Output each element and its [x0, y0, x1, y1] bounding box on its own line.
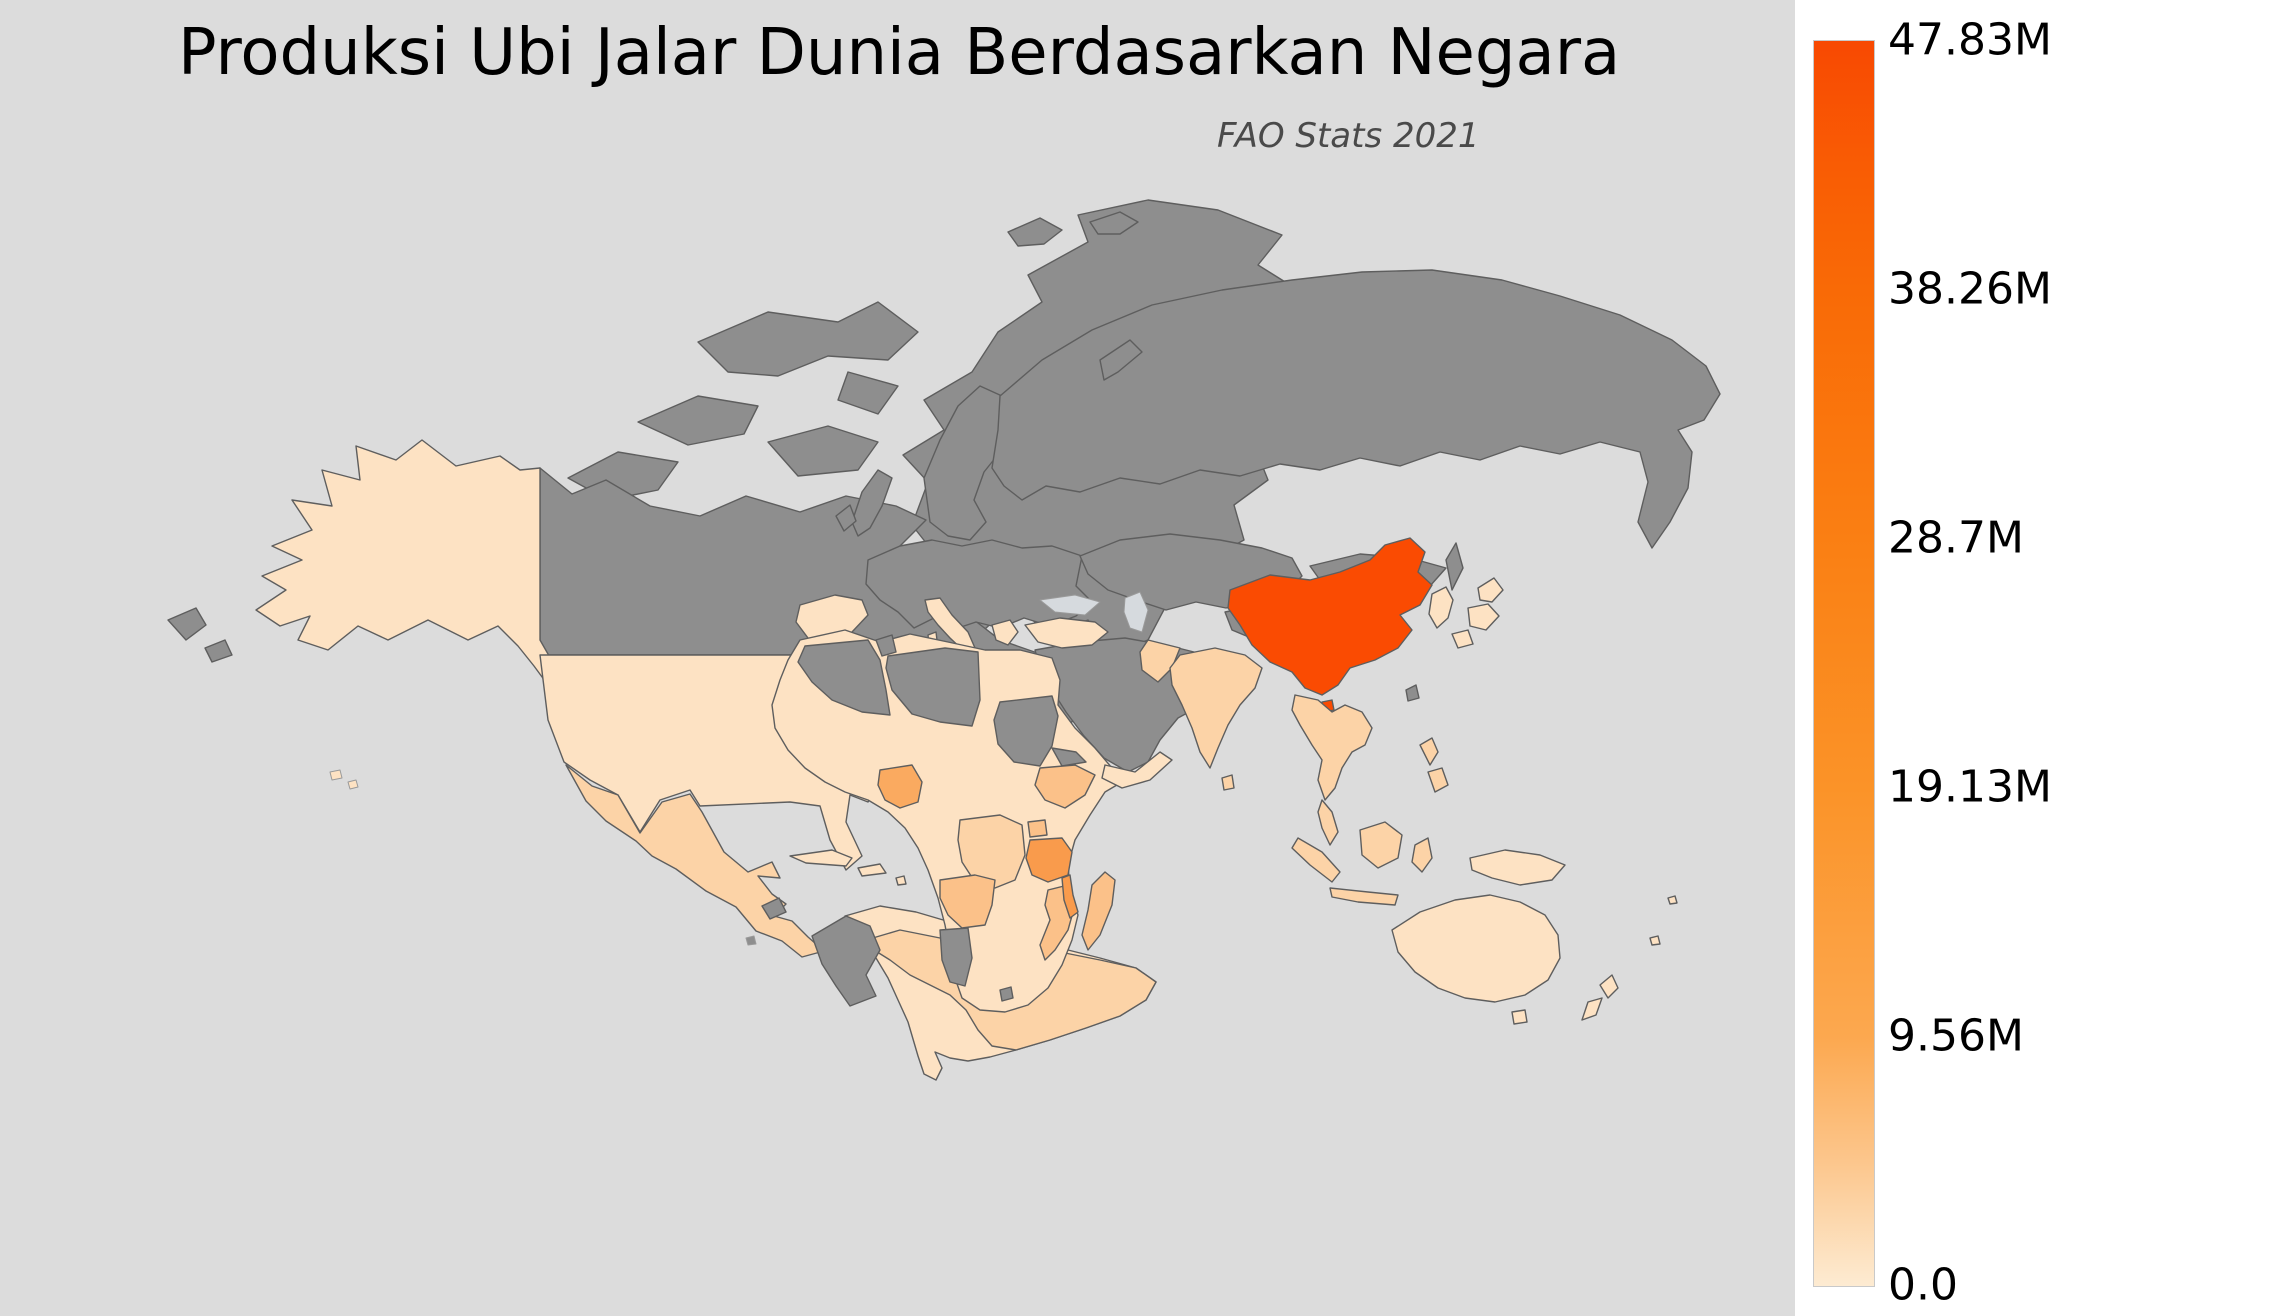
svalbard — [1007, 217, 1063, 247]
country-libya — [885, 647, 981, 727]
new-zealand-south — [1581, 997, 1603, 1021]
colorbar-tick-max: 47.83M — [1888, 14, 2052, 66]
region-indochina — [1291, 694, 1373, 801]
philippines-luzon — [1419, 737, 1439, 766]
island-sumatra — [1291, 837, 1341, 883]
country-chukotka-sliver — [167, 607, 207, 641]
country-uganda — [1027, 819, 1048, 838]
country-ireland — [835, 504, 857, 532]
country-colombia — [811, 915, 881, 1007]
canada-arctic-island — [697, 301, 919, 377]
colorbar-gradient — [1813, 40, 1875, 1287]
new-zealand-north — [1599, 974, 1619, 999]
world-choropleth-map — [167, 199, 1721, 1081]
caribbean-island — [895, 875, 907, 886]
country-sudan — [993, 695, 1059, 767]
colorbar-tick: 28.7M — [1888, 512, 2024, 564]
black-sea — [1039, 594, 1101, 616]
region-koreas — [1428, 586, 1454, 629]
country-tunisia — [875, 634, 897, 657]
malay-peninsula — [1317, 799, 1339, 846]
island-new-guinea — [1469, 849, 1566, 886]
country-united-kingdom — [851, 469, 893, 537]
sakhalin — [1445, 542, 1464, 591]
country-pakistan — [1139, 639, 1181, 683]
country-angola — [939, 874, 996, 929]
pacific-island — [1667, 895, 1678, 905]
island-hispaniola — [857, 863, 887, 877]
island-borneo — [1359, 821, 1403, 869]
colorbar-tick: 9.56M — [1888, 1010, 2024, 1062]
country-algeria — [797, 639, 891, 716]
island-tasmania — [1511, 1009, 1528, 1025]
japan-honshu — [1467, 603, 1500, 631]
colorbar-tick: 38.26M — [1888, 263, 2052, 315]
japan-hokkaido — [1477, 577, 1504, 603]
hawaii-islands — [329, 769, 359, 790]
colorbar-panel: 47.83M 38.26M 28.7M 19.13M 9.56M 0.0 — [1795, 0, 2273, 1316]
map-panel: Produksi Ubi Jalar Dunia Berdasarkan Neg… — [0, 0, 1795, 1316]
philippines-mindanao — [1427, 767, 1449, 793]
country-russia — [991, 269, 1721, 549]
country-nigeria — [877, 764, 923, 809]
country-namibia — [939, 927, 973, 987]
galapagos-islands — [745, 935, 757, 946]
country-lesotho — [999, 986, 1014, 1002]
country-chukotka-sliver-2 — [204, 639, 233, 663]
novaya-zemlya — [1099, 339, 1143, 381]
chart-subtitle: FAO Stats 2021 — [1217, 116, 1480, 156]
island-sulawesi — [1411, 837, 1433, 873]
canada-arctic-island — [767, 425, 879, 477]
franz-josef-land — [1089, 211, 1139, 235]
country-tanzania — [1025, 837, 1073, 883]
island-java — [1329, 887, 1399, 906]
canada-arctic-island — [837, 371, 899, 415]
chart-title: Produksi Ubi Jalar Dunia Berdasarkan Neg… — [178, 16, 1621, 90]
pacific-island-fiji — [1649, 935, 1661, 946]
country-eritrea — [1051, 747, 1087, 767]
country-nicaragua — [761, 897, 787, 920]
country-malawi — [1061, 874, 1079, 919]
colorbar-tick: 19.13M — [1888, 761, 2052, 813]
canada-arctic-island — [637, 395, 759, 446]
country-australia — [1391, 894, 1561, 1003]
country-turkey — [1024, 617, 1109, 649]
japan-kyushu — [1451, 629, 1474, 649]
country-china — [1227, 537, 1433, 696]
country-ethiopia — [1034, 764, 1096, 809]
country-mexico-central-america — [565, 764, 825, 958]
caspian-sea — [1123, 591, 1149, 633]
country-dr-congo — [957, 814, 1026, 889]
country-madagascar — [1081, 871, 1116, 951]
country-sri-lanka — [1221, 774, 1235, 791]
colorbar-tick-min: 0.0 — [1888, 1259, 1958, 1311]
country-greece — [991, 619, 1019, 646]
country-cuba — [789, 849, 853, 867]
country-taiwan — [1405, 684, 1420, 702]
country-india — [1169, 647, 1263, 769]
region-yemen-oman — [1101, 751, 1173, 789]
country-usa-alaska — [255, 439, 573, 697]
